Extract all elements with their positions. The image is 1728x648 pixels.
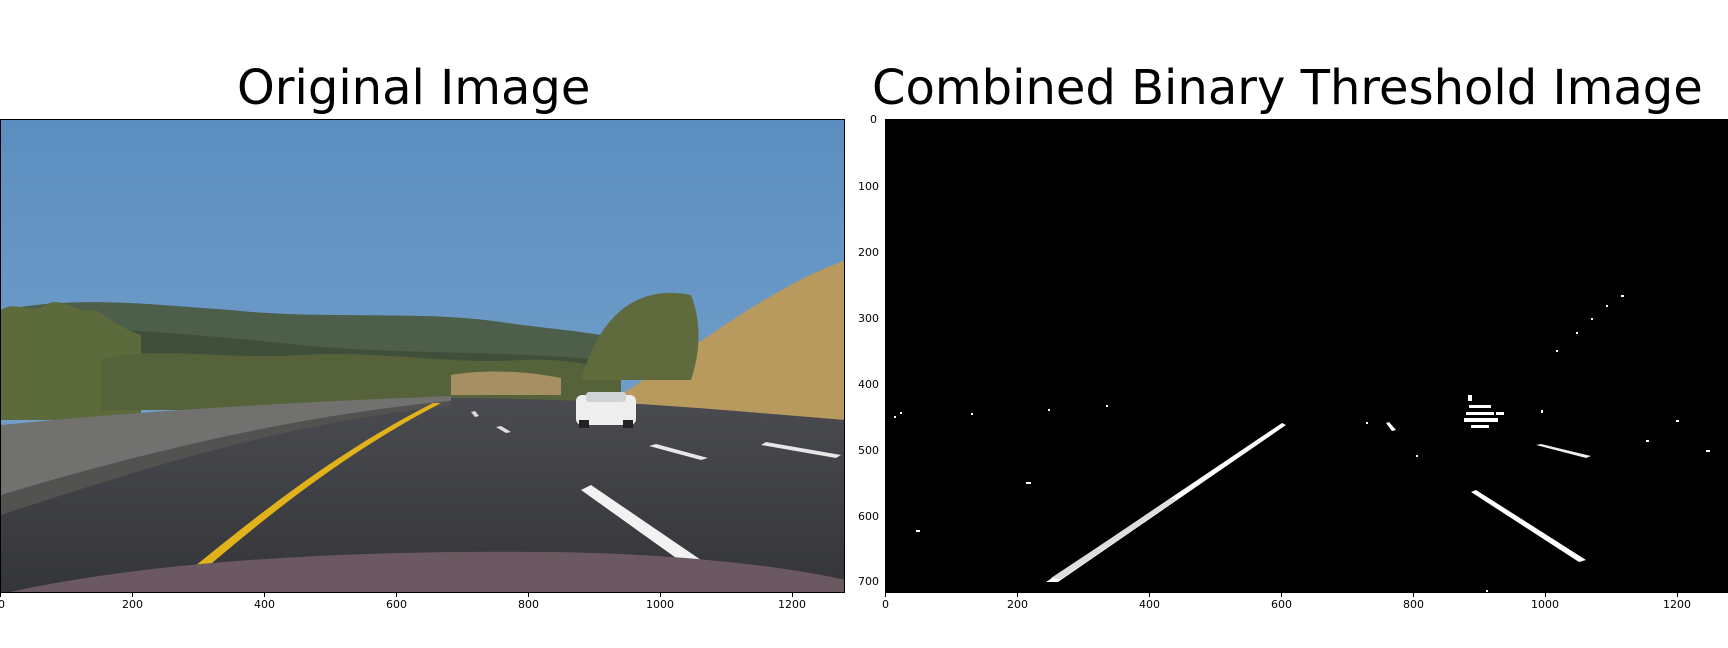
x-tick-label: 0 <box>882 598 889 611</box>
x-tick-label: 600 <box>1271 598 1292 611</box>
x-tick-label: 1000 <box>1531 598 1559 611</box>
car-hood <box>10 551 844 592</box>
y-tick-label: 0 <box>870 113 877 126</box>
x-tick-label: 400 <box>254 598 275 611</box>
x-tick-mark <box>1017 593 1018 597</box>
y-tick-label: 300 <box>858 312 879 325</box>
x-tick-mark <box>1281 593 1282 597</box>
x-tick-label: 1000 <box>646 598 674 611</box>
concrete-barrier <box>1 396 451 495</box>
y-tick-label: 600 <box>858 510 879 523</box>
x-tick-label: 200 <box>122 598 143 611</box>
car-pixels <box>1464 395 1504 428</box>
x-tick-mark <box>132 593 133 597</box>
x-tick-mark <box>660 593 661 597</box>
original-image-panel <box>0 119 845 593</box>
y-tick-label: 700 <box>858 575 879 588</box>
dry-hillside <box>611 260 844 440</box>
x-tick-mark <box>396 593 397 597</box>
x-tick-mark <box>1545 593 1546 597</box>
x-tick-label: 600 <box>386 598 407 611</box>
white-car <box>576 395 636 425</box>
x-tick-mark <box>528 593 529 597</box>
white-lane-dash <box>581 485 701 565</box>
right-lane-pixels <box>1471 490 1586 562</box>
binary-image-title: Combined Binary Threshold Image <box>872 60 1703 116</box>
binary-threshold-image <box>886 120 1728 592</box>
x-tick-label: 0 <box>0 598 5 611</box>
x-tick-label: 400 <box>1139 598 1160 611</box>
x-tick-mark <box>0 593 1 597</box>
x-tick-label: 800 <box>518 598 539 611</box>
x-tick-label: 1200 <box>778 598 806 611</box>
x-tick-mark <box>1677 593 1678 597</box>
x-tick-mark <box>264 593 265 597</box>
yellow-lane-line <box>163 403 441 592</box>
binary-image-panel <box>885 119 1728 593</box>
y-tick-label: 400 <box>858 378 879 391</box>
original-road-image <box>1 120 844 592</box>
x-tick-label: 200 <box>1007 598 1028 611</box>
noise-pixels <box>894 295 1710 592</box>
y-tick-label: 200 <box>858 246 879 259</box>
x-tick-mark <box>885 593 886 597</box>
y-tick-label: 500 <box>858 444 879 457</box>
original-image-title: Original Image <box>237 60 591 116</box>
x-tick-mark <box>792 593 793 597</box>
x-tick-label: 1200 <box>1663 598 1691 611</box>
x-tick-label: 800 <box>1403 598 1424 611</box>
x-tick-mark <box>1413 593 1414 597</box>
x-tick-mark <box>1149 593 1150 597</box>
y-tick-label: 100 <box>858 180 879 193</box>
